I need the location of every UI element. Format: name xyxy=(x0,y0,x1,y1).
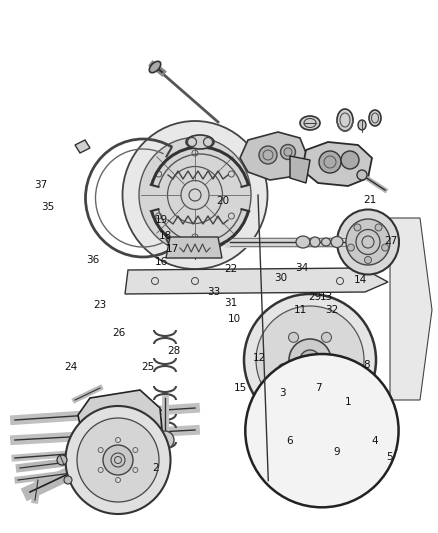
Ellipse shape xyxy=(57,455,67,465)
Ellipse shape xyxy=(289,333,299,342)
Ellipse shape xyxy=(103,445,133,475)
Ellipse shape xyxy=(337,109,353,131)
Ellipse shape xyxy=(321,238,331,246)
Text: 5: 5 xyxy=(386,453,393,462)
Text: 35: 35 xyxy=(41,202,54,212)
Text: 34: 34 xyxy=(295,263,308,272)
Text: 7: 7 xyxy=(315,383,322,393)
Text: 8: 8 xyxy=(364,360,371,370)
Ellipse shape xyxy=(300,350,320,370)
Text: 3: 3 xyxy=(279,389,286,398)
Text: 2: 2 xyxy=(152,463,159,473)
Text: 27: 27 xyxy=(384,236,397,246)
Text: 28: 28 xyxy=(168,346,181,356)
Ellipse shape xyxy=(357,170,367,180)
Ellipse shape xyxy=(346,219,390,265)
Ellipse shape xyxy=(332,364,342,374)
Ellipse shape xyxy=(77,418,159,502)
Ellipse shape xyxy=(280,144,296,159)
Text: 10: 10 xyxy=(228,314,241,324)
Polygon shape xyxy=(78,390,162,448)
Text: 24: 24 xyxy=(64,362,78,372)
Ellipse shape xyxy=(310,237,320,247)
Text: 11: 11 xyxy=(293,305,307,315)
Ellipse shape xyxy=(139,138,251,253)
Text: 26: 26 xyxy=(113,328,126,338)
Ellipse shape xyxy=(256,306,364,414)
Ellipse shape xyxy=(305,383,315,393)
Ellipse shape xyxy=(341,151,359,169)
Text: 36: 36 xyxy=(86,255,99,265)
Ellipse shape xyxy=(149,61,161,72)
Text: 1: 1 xyxy=(345,398,352,407)
Ellipse shape xyxy=(381,244,389,251)
Text: 20: 20 xyxy=(216,197,229,206)
Text: 13: 13 xyxy=(320,293,333,302)
Ellipse shape xyxy=(358,120,366,130)
Ellipse shape xyxy=(186,135,214,149)
Ellipse shape xyxy=(354,224,361,231)
Text: 29: 29 xyxy=(308,293,321,302)
Text: 16: 16 xyxy=(155,257,168,267)
Text: 17: 17 xyxy=(166,245,179,254)
Polygon shape xyxy=(166,237,222,258)
Ellipse shape xyxy=(319,151,341,173)
Text: 25: 25 xyxy=(141,362,155,372)
Text: 37: 37 xyxy=(34,181,47,190)
Ellipse shape xyxy=(347,244,354,251)
Text: 9: 9 xyxy=(333,447,340,457)
Text: 4: 4 xyxy=(371,437,378,446)
Polygon shape xyxy=(75,140,90,153)
Ellipse shape xyxy=(300,116,320,130)
Text: 21: 21 xyxy=(364,195,377,205)
Text: 23: 23 xyxy=(93,300,106,310)
Ellipse shape xyxy=(369,110,381,126)
Ellipse shape xyxy=(259,146,277,164)
Text: 18: 18 xyxy=(159,231,172,240)
Text: 22: 22 xyxy=(225,264,238,274)
Ellipse shape xyxy=(331,237,343,247)
Polygon shape xyxy=(125,268,388,294)
Text: 6: 6 xyxy=(286,437,293,446)
Text: 14: 14 xyxy=(353,275,367,285)
Ellipse shape xyxy=(296,236,310,248)
Polygon shape xyxy=(240,132,308,180)
Ellipse shape xyxy=(289,339,331,381)
Ellipse shape xyxy=(337,209,399,274)
Text: 32: 32 xyxy=(325,305,339,315)
Circle shape xyxy=(245,354,399,507)
Ellipse shape xyxy=(279,364,288,374)
Ellipse shape xyxy=(123,121,268,269)
Text: 12: 12 xyxy=(253,353,266,363)
Text: 31: 31 xyxy=(225,298,238,308)
Ellipse shape xyxy=(156,431,174,449)
Ellipse shape xyxy=(321,333,332,342)
Ellipse shape xyxy=(66,406,170,514)
Ellipse shape xyxy=(244,294,376,426)
Text: 30: 30 xyxy=(275,273,288,283)
Polygon shape xyxy=(390,218,432,400)
Ellipse shape xyxy=(364,256,371,263)
Text: 33: 33 xyxy=(207,287,220,297)
Polygon shape xyxy=(290,156,310,183)
Ellipse shape xyxy=(64,476,72,484)
Text: 19: 19 xyxy=(155,215,168,224)
Ellipse shape xyxy=(375,224,382,231)
Text: 15: 15 xyxy=(233,383,247,393)
Polygon shape xyxy=(302,142,372,186)
